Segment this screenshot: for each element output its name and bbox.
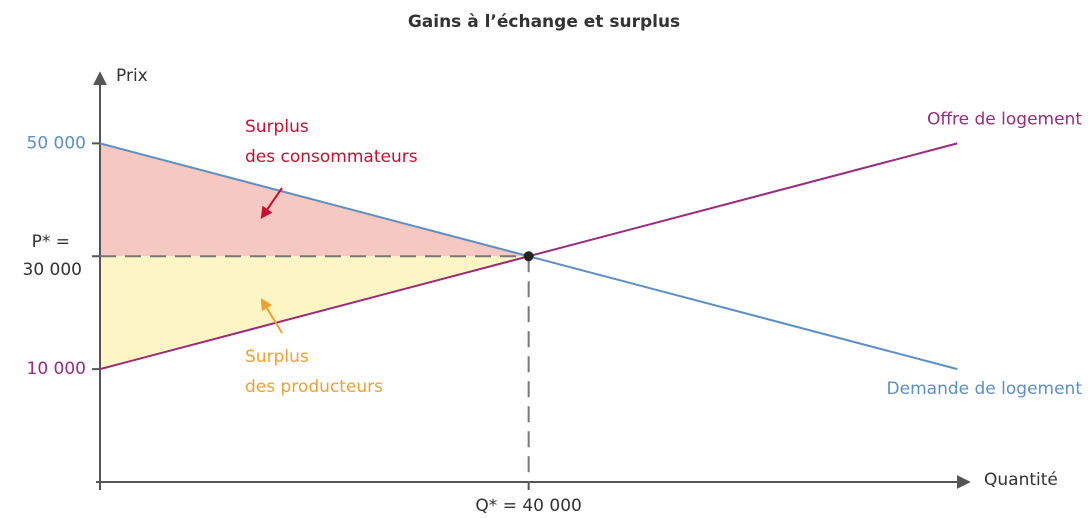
y-tick-label-line: 30 000 — [23, 260, 82, 280]
chart-title: Gains à l’échange et surplus — [408, 12, 680, 32]
y-tick-label-line: P* = — [32, 232, 70, 252]
annotation-text: Surplus — [245, 347, 309, 367]
annotation-arrow — [260, 297, 283, 334]
series-label: Offre de logement — [927, 109, 1082, 129]
x-tick-label: Q* = 40 000 — [475, 496, 581, 516]
y-axis-label: Prix — [116, 66, 148, 86]
series-label: Demande de logement — [887, 379, 1083, 399]
y-tick-label: P* = 30 000 — [23, 232, 82, 280]
annotation-text: Surplus — [245, 117, 309, 137]
y-tick-label: 10 000 — [27, 359, 86, 379]
equilibrium-point — [523, 251, 534, 262]
y-tick-label: 50 000 — [27, 133, 86, 153]
annotation-arrow — [260, 187, 283, 219]
annotation-text: des consommateurs — [245, 147, 418, 167]
annotation-text: des producteurs — [245, 377, 383, 397]
x-axis-label: Quantité — [984, 470, 1058, 490]
